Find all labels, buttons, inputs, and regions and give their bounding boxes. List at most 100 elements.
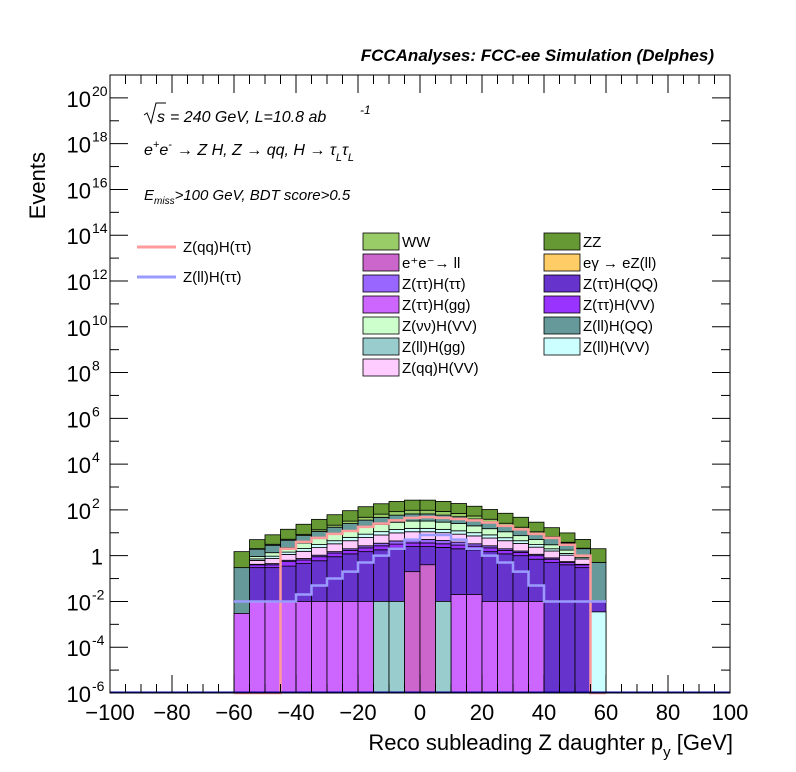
x-tick-label: −100 <box>85 700 135 725</box>
bar-z-h-vv--19 <box>528 555 545 560</box>
bar-z-h-vv--9 <box>373 545 390 551</box>
legend-label-z-ll-h-vv-: Z(ll)H(VV) <box>583 339 650 356</box>
annotation-cuts: Emiss>100 GeV, BDT score>0.5 <box>144 187 351 207</box>
bar-z-ll-h-vv--8 <box>357 533 374 538</box>
legend-swatch-zz <box>543 232 581 251</box>
overlay-bars <box>233 564 607 694</box>
bar-z-h-vv--13 <box>435 521 452 530</box>
x-tick-label: −60 <box>215 700 252 725</box>
bar-z-h-vv--9 <box>373 524 390 533</box>
bar-z-qq-h-vv--22 <box>574 558 591 565</box>
y-tick-label: 1014 <box>67 220 108 249</box>
bar-z-h-vv--6 <box>326 552 343 558</box>
legend-swatch-ww <box>362 232 400 251</box>
y-tick-label: 106 <box>67 403 100 432</box>
y-tick-label: 1 <box>91 545 103 570</box>
bar-z-h-vv--16 <box>481 528 498 536</box>
overlay-z-h-gg--0 <box>233 613 250 694</box>
y-tick-label: 10-4 <box>67 632 105 661</box>
bar-z-h-vv--15 <box>466 525 483 534</box>
legend-swatch-e-e-ll <box>362 253 400 272</box>
bar-z-ll-h-qq--3 <box>280 539 297 549</box>
bar-z-ll-h-vv--4 <box>295 548 312 552</box>
overlay-z-h-gg--8 <box>357 601 374 694</box>
overlay-z-ll-h-gg--0 <box>373 601 390 694</box>
bar-zz-11 <box>404 499 421 511</box>
legend-label-ww: WW <box>402 234 431 251</box>
legend-swatch-z-h-qq- <box>543 274 581 293</box>
bar-z-h-vv--13 <box>435 543 452 548</box>
y-tick-label: 1018 <box>67 129 108 158</box>
bar-zz-16 <box>481 509 498 520</box>
legend-swatch-z-h- <box>362 274 400 293</box>
x-tick-label: 100 <box>712 700 749 725</box>
y-tick-label: 1016 <box>67 174 108 203</box>
legend-label-z-ll-h-gg-: Z(ll)H(gg) <box>402 339 465 356</box>
bar-zz-12 <box>419 499 436 511</box>
y-tick-label: 104 <box>67 449 100 478</box>
bar-zz-1 <box>249 539 266 550</box>
bar-z-ll-h-vv--16 <box>481 534 498 539</box>
overlay-z-h-gg--5 <box>311 601 328 694</box>
legend-swatch-z-ll-h-gg- <box>362 337 400 356</box>
bar-ww-14 <box>450 513 467 518</box>
bar-z-ll-h-vv--15 <box>466 532 483 537</box>
bar-z-h-vv--6 <box>326 533 343 542</box>
overlay-z-h-gg--11 <box>481 601 498 694</box>
annotation-process: e+e- → Z H, Z → qq, H → τLτL <box>144 139 354 164</box>
y-tick-label: 10-2 <box>67 586 105 615</box>
bar-z-qq-h-vv--19 <box>528 546 545 555</box>
bar-z-h--12 <box>419 539 436 544</box>
legend-swatch-z-ll-h-qq- <box>543 316 581 335</box>
legend-label-z-h-vv-: Z(νν)H(VV) <box>402 318 477 335</box>
bar-z-h-vv--11 <box>404 542 421 547</box>
overlay-z-h-gg--13 <box>512 601 529 694</box>
bar-z-ll-h-vv--6 <box>326 540 343 545</box>
overlay-z-h-gg--2 <box>264 601 281 694</box>
bar-z-qq-h-vv--18 <box>512 543 529 552</box>
bar-z-h-vv--4 <box>295 542 312 549</box>
bar-z-ll-h-vv--11 <box>404 527 421 533</box>
bar-zz-14 <box>450 503 467 514</box>
x-tick-label: −80 <box>153 700 190 725</box>
bar-z-qq-h-vv--5 <box>311 547 328 556</box>
bar-zz-13 <box>435 500 452 512</box>
bar-zz-18 <box>512 516 529 528</box>
overlay-z-ll-h-gg--1 <box>388 601 405 694</box>
bar-z-h-vv--7 <box>342 549 359 555</box>
bar-z-qq-h-vv--21 <box>559 554 576 563</box>
bar-ww-10 <box>388 511 405 516</box>
legend-signal: Z(qq)H(ττ) Z(ll)H(ττ) <box>137 239 252 286</box>
overlay-z-h-gg--7 <box>342 601 359 694</box>
svg-text:s: s <box>157 109 165 126</box>
y-axis-label: Events <box>25 152 50 219</box>
overlay-z-ll-h-gg--2 <box>435 601 452 694</box>
bar-z-ll-h-vv--13 <box>435 528 452 534</box>
bar-zz-0 <box>233 551 250 569</box>
bar-z-qq-h-vv--6 <box>326 543 343 553</box>
legend-label-z-h-gg-: Z(ττ)H(gg) <box>402 297 471 314</box>
bar-zz-17 <box>497 512 514 524</box>
y-tick-label: 102 <box>67 495 100 524</box>
x-tick-label: 60 <box>594 700 618 725</box>
x-axis-label: Reco subleading Z daughter py [GeV] <box>368 730 733 761</box>
bar-zz-23 <box>590 548 607 563</box>
bar-zz-3 <box>280 528 297 540</box>
bar-z-h-vv--10 <box>388 521 405 530</box>
bar-z-qq-h-vv--3 <box>280 554 297 561</box>
legend-label-z-ll-h-qq-: Z(ll)H(QQ) <box>583 318 653 335</box>
bar-z-h-vv--20 <box>543 544 560 550</box>
bar-z-h-vv--22 <box>574 564 591 569</box>
bar-z-h-vv--10 <box>388 543 405 549</box>
y-tick-label: 1012 <box>67 266 108 295</box>
bar-z-h-vv--17 <box>497 531 514 539</box>
bar-z-qq-h-vv--1 <box>249 560 266 565</box>
header-title: FCCAnalyses: FCC-ee Simulation (Delphes) <box>361 46 715 65</box>
legend-label-z-h-vv-: Z(ττ)H(VV) <box>583 297 655 314</box>
bar-z-h-qq--21 <box>559 564 576 694</box>
y-axis-ticks: 1020 1018 1016 1014 1012 1010 108 106 104 102 1 10-… <box>67 74 730 707</box>
bar-z-ll-h-qq--2 <box>264 544 281 554</box>
bar-z-h-qq--22 <box>574 567 591 694</box>
y-tick-label: 10-6 <box>67 678 105 707</box>
